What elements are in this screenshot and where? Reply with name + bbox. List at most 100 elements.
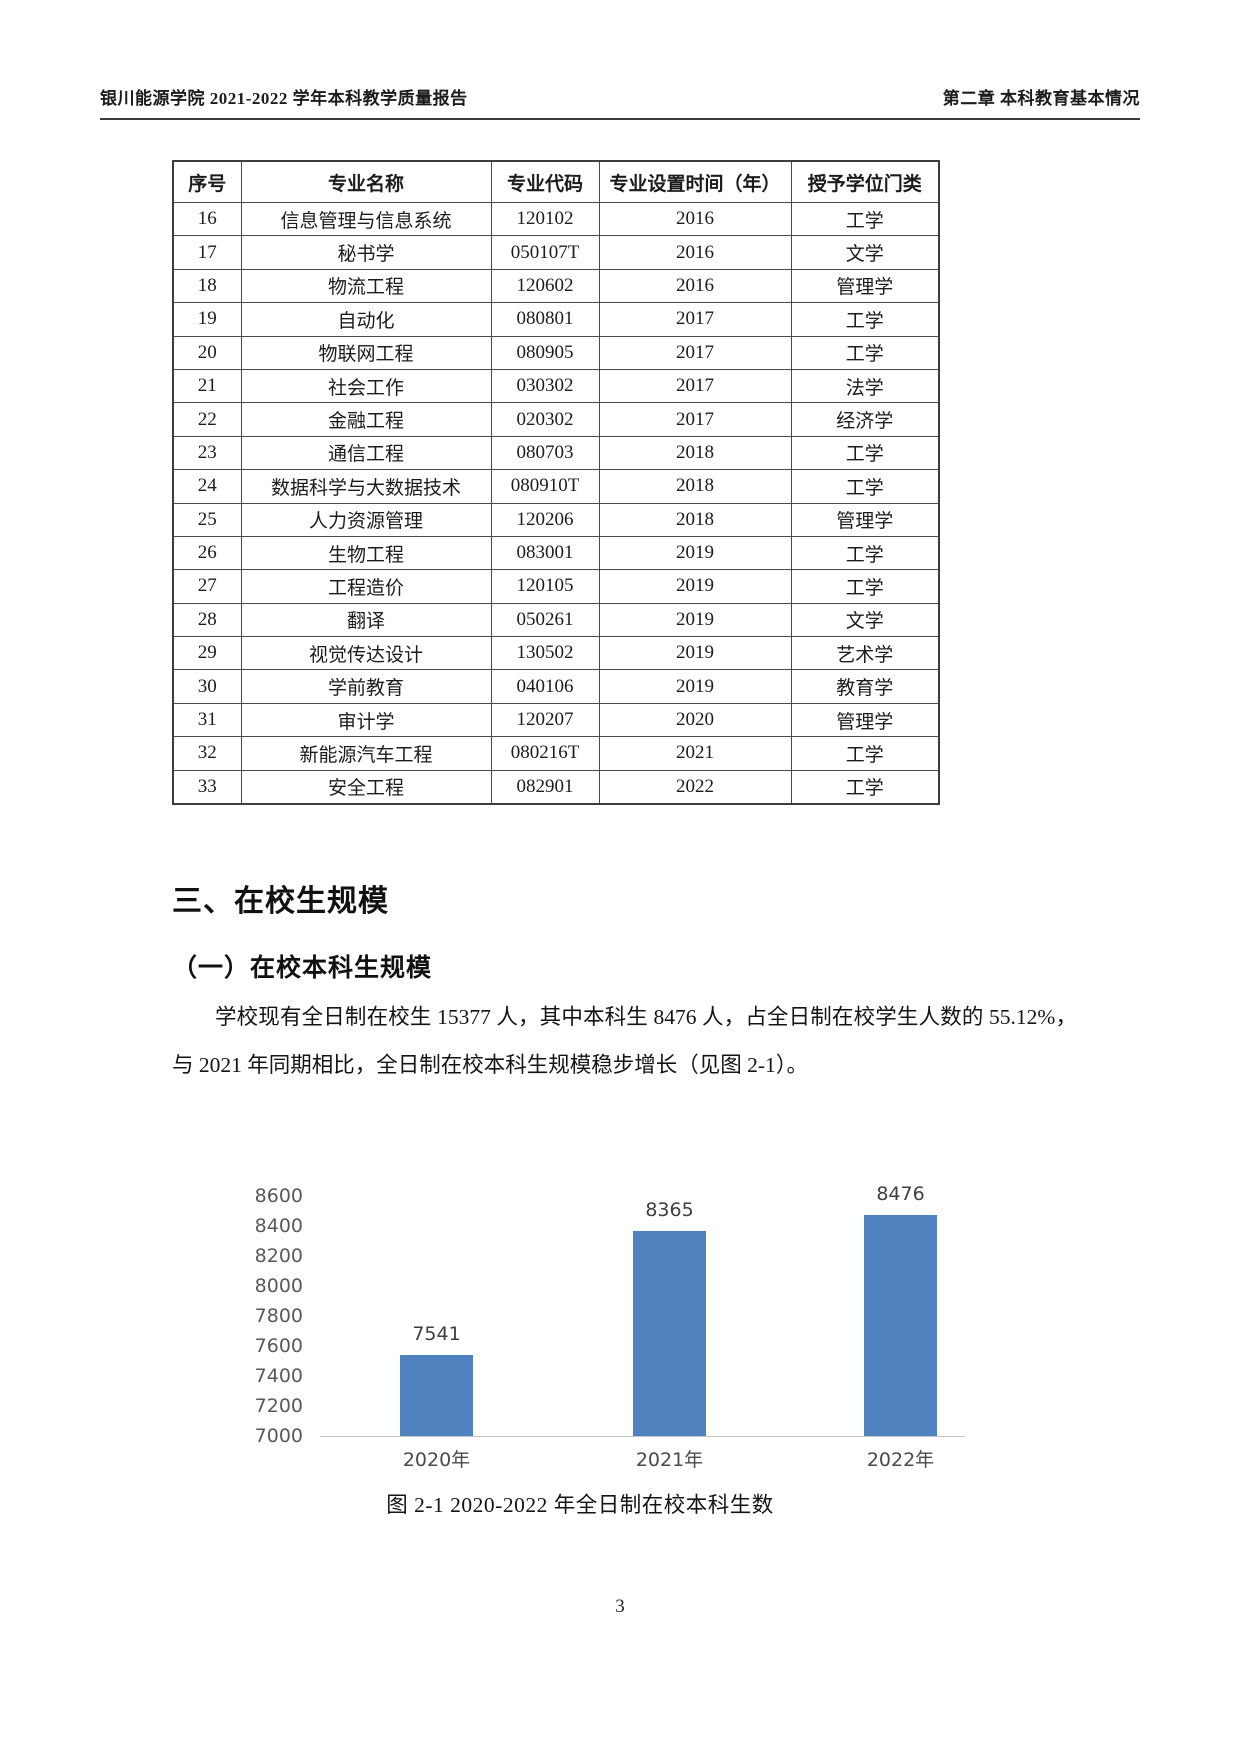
table-row: 22 金融工程 020302 2017 经济学 <box>172 402 940 437</box>
table-cell: 管理学 <box>790 702 940 738</box>
chart-caption: 图 2-1 2020-2022 年全日制在校本科生数 <box>386 1493 774 1517</box>
table-cell: 管理学 <box>790 502 940 537</box>
table-cell: 26 <box>172 535 242 571</box>
header-right-chapter: 第二章 本科教育基本情况 <box>942 89 1140 108</box>
y-axis-tick-label: 8400 <box>254 1215 303 1237</box>
table-cell: 工学 <box>790 435 940 471</box>
table-column-header: 专业设置时间（年） <box>598 160 792 203</box>
bar-value-label: 8476 <box>876 1182 925 1205</box>
table-cell: 工学 <box>790 302 940 337</box>
table-row: 27 工程造价 120105 2019 工学 <box>172 569 940 604</box>
table-cell: 工程造价 <box>240 569 492 604</box>
table-cell: 2016 <box>598 235 792 270</box>
bar-value-label: 7541 <box>412 1322 461 1345</box>
y-axis-tick-label: 7000 <box>254 1425 303 1447</box>
table-cell: 数据科学与大数据技术 <box>240 469 492 504</box>
table-cell: 2022 <box>598 769 792 805</box>
page-number: 3 <box>615 1596 625 1617</box>
table-row: 23 通信工程 080703 2018 工学 <box>172 435 940 471</box>
table-row: 18 物流工程 120602 2016 管理学 <box>172 268 940 304</box>
x-axis-category-label: 2022年 <box>866 1449 935 1471</box>
table-cell: 2017 <box>598 335 792 370</box>
table-row: 31 审计学 120207 2020 管理学 <box>172 702 940 738</box>
page-header: 银川能源学院 2021-2022 学年本科教学质量报告 第二章 本科教育基本情况 <box>100 84 1140 120</box>
section-heading: 三、在校生规模 <box>172 884 389 919</box>
table-cell: 030302 <box>490 368 600 404</box>
table-cell: 32 <box>172 736 242 771</box>
table-row: 16 信息管理与信息系统 120102 2016 工学 <box>172 201 940 237</box>
table-cell: 080801 <box>490 302 600 337</box>
table-cell: 学前教育 <box>240 669 492 704</box>
y-axis-tick-label: 8600 <box>254 1185 303 1207</box>
bar-value-label: 8365 <box>645 1199 694 1222</box>
table-cell: 信息管理与信息系统 <box>240 201 492 237</box>
table-cell: 安全工程 <box>240 769 492 805</box>
table-cell: 050107T <box>490 235 600 270</box>
subsection-heading: （一）在校本科生规模 <box>172 953 433 982</box>
table-row: 26 生物工程 083001 2019 工学 <box>172 535 940 571</box>
table-cell: 审计学 <box>240 702 492 738</box>
table-cell: 工学 <box>790 535 940 571</box>
table-cell: 23 <box>172 435 242 471</box>
y-axis-tick-label: 7400 <box>254 1365 303 1387</box>
table-cell: 金融工程 <box>240 402 492 437</box>
table-cell: 2019 <box>598 669 792 704</box>
table-cell: 教育学 <box>790 669 940 704</box>
chart-plot: 7541 2020年 8365 2021年 8476 2022年 <box>320 1183 965 1471</box>
table-cell: 2016 <box>598 201 792 237</box>
table-cell: 2018 <box>598 469 792 504</box>
table-cell: 2019 <box>598 636 792 671</box>
y-axis-tick-label: 7600 <box>254 1335 303 1357</box>
table-cell: 28 <box>172 602 242 638</box>
table-cell: 新能源汽车工程 <box>240 736 492 771</box>
table-cell: 130502 <box>490 636 600 671</box>
table-cell: 2019 <box>598 535 792 571</box>
table-cell: 工学 <box>790 736 940 771</box>
table-cell: 2021 <box>598 736 792 771</box>
table-cell: 17 <box>172 235 242 270</box>
table-row: 30 学前教育 040106 2019 教育学 <box>172 669 940 704</box>
table-cell: 33 <box>172 769 242 805</box>
table-row: 32 新能源汽车工程 080216T 2021 工学 <box>172 736 940 771</box>
table-row: 17 秘书学 050107T 2016 文学 <box>172 235 940 270</box>
table-cell: 040106 <box>490 669 600 704</box>
table-cell: 2017 <box>598 402 792 437</box>
table-cell: 120207 <box>490 702 600 738</box>
majors-table-header: 序号 专业名称 专业代码 专业设置时间（年） 授予学位门类 <box>172 160 940 203</box>
chart-bar <box>633 1231 706 1436</box>
table-row: 28 翻译 050261 2019 文学 <box>172 602 940 638</box>
table-cell: 19 <box>172 302 242 337</box>
table-row: 20 物联网工程 080905 2017 工学 <box>172 335 940 370</box>
table-cell: 120206 <box>490 502 600 537</box>
table-cell: 工学 <box>790 469 940 504</box>
table-cell: 20 <box>172 335 242 370</box>
chart-bar <box>864 1214 937 1436</box>
table-cell: 物流工程 <box>240 268 492 304</box>
table-cell: 080703 <box>490 435 600 471</box>
body-paragraph: 学校现有全日制在校生 15377 人，其中本科生 8476 人，占全日制在校学生… <box>172 1005 1077 1077</box>
header-left-title: 银川能源学院 2021-2022 学年本科教学质量报告 <box>100 89 468 108</box>
table-cell: 120105 <box>490 569 600 604</box>
table-column-header: 专业名称 <box>240 160 492 203</box>
table-column-header: 授予学位门类 <box>790 160 940 203</box>
table-row: 25 人力资源管理 120206 2018 管理学 <box>172 502 940 537</box>
table-cell: 24 <box>172 469 242 504</box>
table-cell: 083001 <box>490 535 600 571</box>
x-axis-category-label: 2021年 <box>635 1449 704 1471</box>
table-cell: 080216T <box>490 736 600 771</box>
table-cell: 16 <box>172 201 242 237</box>
table-cell: 050261 <box>490 602 600 638</box>
table-header-row: 序号 专业名称 专业代码 专业设置时间（年） 授予学位门类 <box>172 160 940 203</box>
table-cell: 自动化 <box>240 302 492 337</box>
table-cell: 物联网工程 <box>240 335 492 370</box>
table-cell: 21 <box>172 368 242 404</box>
table-cell: 2019 <box>598 602 792 638</box>
table-cell: 120602 <box>490 268 600 304</box>
table-cell: 080910T <box>490 469 600 504</box>
table-cell: 22 <box>172 402 242 437</box>
table-cell: 2017 <box>598 368 792 404</box>
table-cell: 文学 <box>790 235 940 270</box>
table-row: 24 数据科学与大数据技术 080910T 2018 工学 <box>172 469 940 504</box>
table-cell: 2018 <box>598 502 792 537</box>
